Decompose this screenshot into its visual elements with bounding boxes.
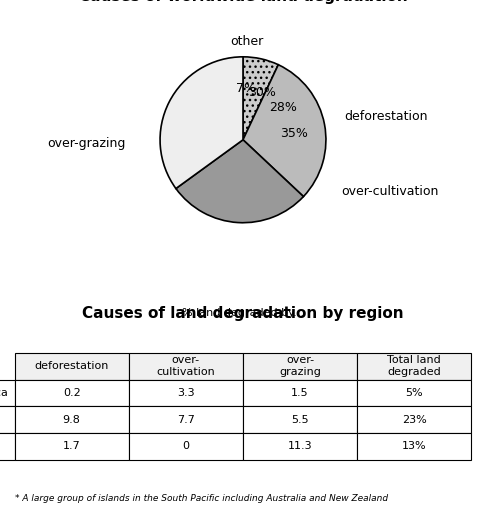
Wedge shape: [160, 57, 243, 188]
Wedge shape: [243, 57, 278, 140]
Text: 7%: 7%: [236, 82, 256, 95]
Text: other: other: [230, 35, 264, 49]
Text: deforestation: deforestation: [344, 110, 428, 123]
Text: * A large group of islands in the South Pacific including Australia and New Zeal: * A large group of islands in the South …: [15, 494, 388, 503]
Wedge shape: [243, 65, 326, 197]
Text: 28%: 28%: [269, 101, 297, 114]
Text: 30%: 30%: [248, 86, 276, 99]
Title: Causes of land degradation by region: Causes of land degradation by region: [82, 306, 404, 321]
Text: % land degraded by...: % land degraded by...: [182, 308, 304, 318]
Text: 35%: 35%: [280, 126, 308, 140]
Text: over-grazing: over-grazing: [47, 137, 125, 151]
Title: Causes of worldwide land degradation: Causes of worldwide land degradation: [79, 0, 407, 5]
Wedge shape: [176, 140, 303, 223]
Text: over-cultivation: over-cultivation: [341, 185, 438, 198]
